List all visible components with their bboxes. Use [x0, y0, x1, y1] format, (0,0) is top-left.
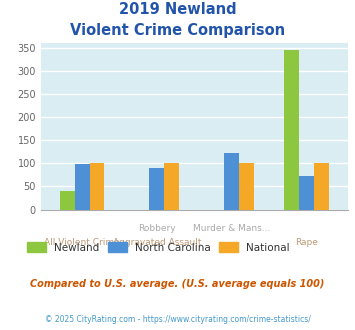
Text: Aggravated Assault: Aggravated Assault [113, 238, 201, 247]
Text: Robbery: Robbery [138, 224, 176, 233]
Text: Compared to U.S. average. (U.S. average equals 100): Compared to U.S. average. (U.S. average … [30, 279, 325, 289]
Text: All Violent Crime: All Violent Crime [44, 238, 120, 247]
Bar [224, 153, 239, 210]
Bar [60, 191, 75, 210]
Bar [164, 163, 179, 210]
Text: Murder & Mans...: Murder & Mans... [193, 224, 271, 233]
Bar [284, 50, 299, 210]
Bar [299, 176, 314, 210]
Bar [149, 168, 164, 210]
Bar [89, 163, 104, 210]
Bar [239, 163, 254, 210]
Bar [75, 164, 89, 210]
Text: Rape: Rape [295, 238, 318, 247]
Text: © 2025 CityRating.com - https://www.cityrating.com/crime-statistics/: © 2025 CityRating.com - https://www.city… [45, 315, 310, 324]
Bar [314, 163, 329, 210]
Legend: Newland, North Carolina, National: Newland, North Carolina, National [23, 238, 294, 257]
Text: 2019 Newland: 2019 Newland [119, 2, 236, 16]
Text: Violent Crime Comparison: Violent Crime Comparison [70, 23, 285, 38]
